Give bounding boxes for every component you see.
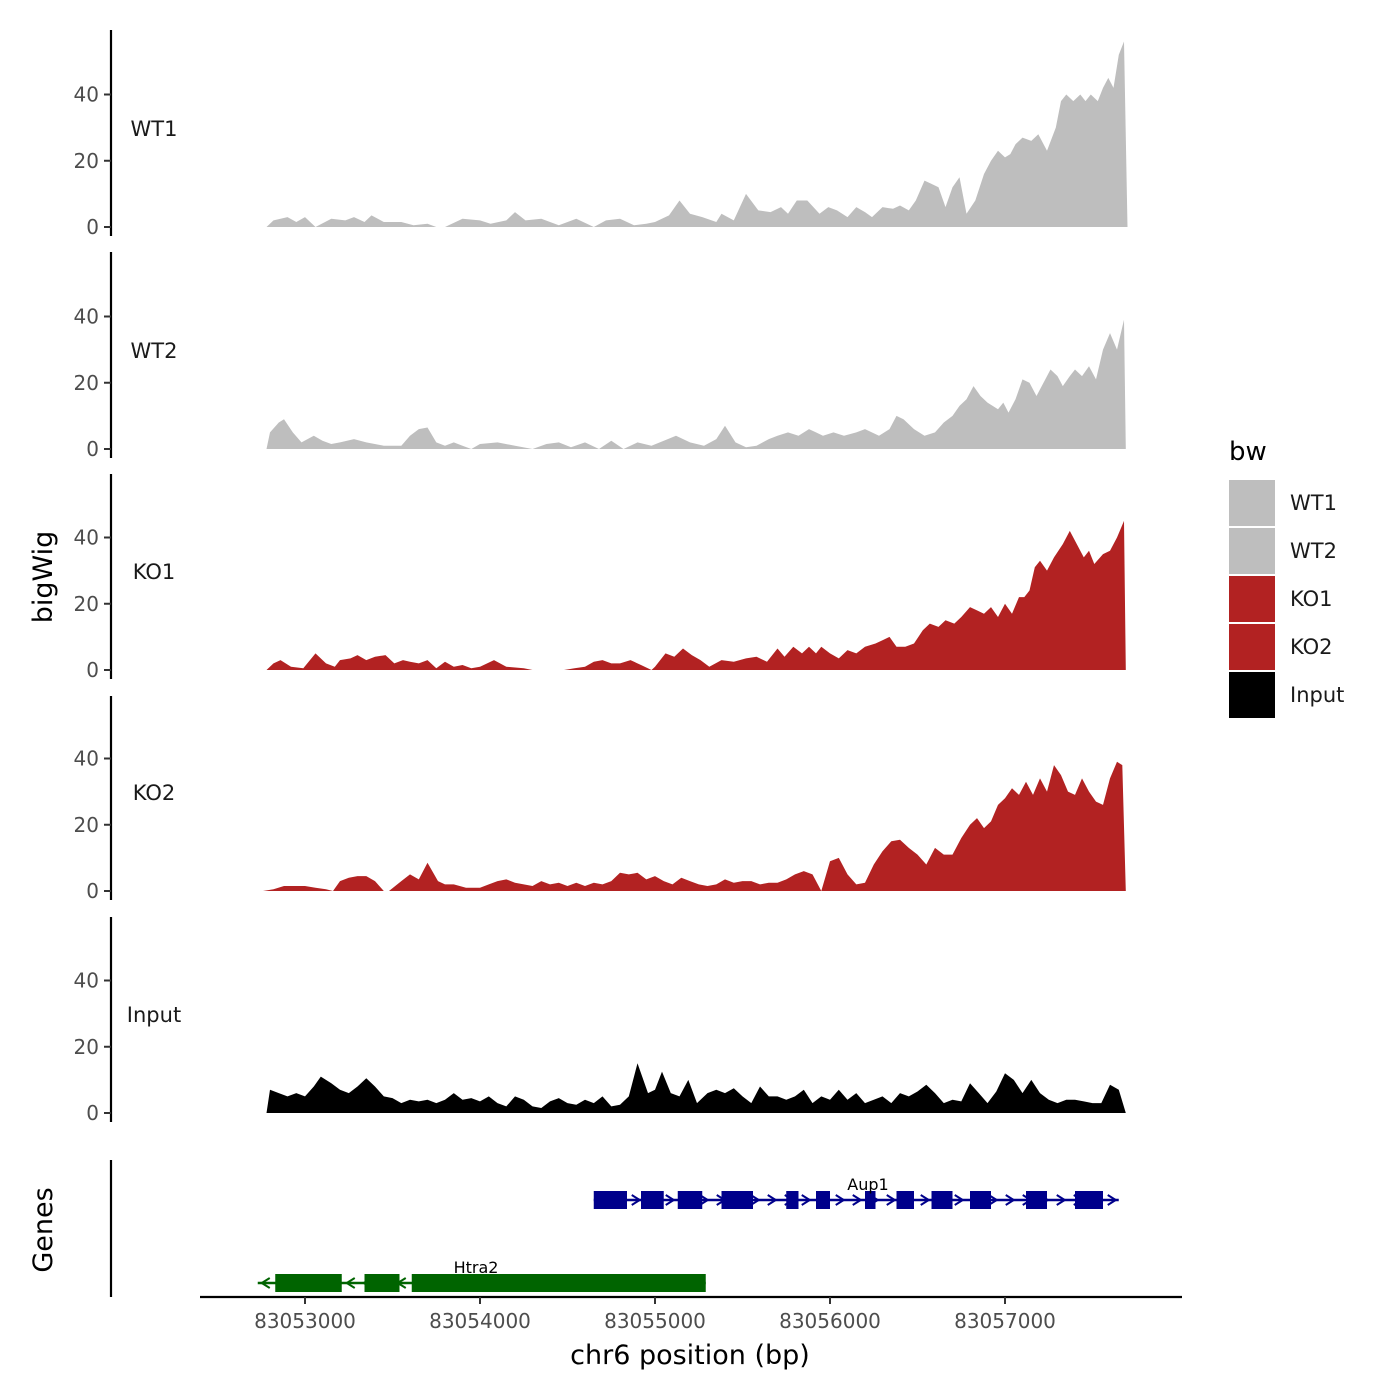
gene-aup1: Aup1 (593, 1175, 1119, 1209)
x-tick-label: 83055000 (604, 1309, 706, 1333)
legend-label: WT1 (1290, 491, 1337, 515)
gene-exon (1075, 1191, 1103, 1209)
y-tick-label: 40 (74, 969, 99, 993)
gene-exon (275, 1274, 342, 1292)
y-tick-label: 40 (74, 747, 99, 771)
x-axis: 83053000 83054000 83055000 83056000 83057000 (200, 1295, 1182, 1333)
y-tick-label: 0 (86, 215, 99, 239)
track-wt2: 0 20 40 WT2 (74, 252, 1126, 461)
gene-exon (641, 1191, 664, 1209)
strand-arrow (988, 1194, 999, 1206)
gene-exon (786, 1191, 799, 1209)
legend-swatch (1229, 624, 1275, 670)
gene-exon (1026, 1191, 1047, 1209)
legend-swatch (1229, 672, 1275, 718)
y-axis-title: bigWig (28, 531, 59, 624)
strand-arrow (920, 1194, 931, 1206)
gene-label: Htra2 (454, 1258, 499, 1277)
track-ko2: 0 20 40 KO2 (74, 696, 1126, 903)
legend-item-wt2: WT2 (1229, 528, 1337, 574)
strand-arrow (1005, 1194, 1016, 1206)
track-wt1: 0 20 40 WT1 (74, 30, 1128, 239)
gene-exon (970, 1191, 991, 1209)
signal-area-wt1 (266, 41, 1128, 227)
y-tick-label: 0 (86, 1101, 99, 1125)
strand-arrow (835, 1194, 846, 1206)
legend-title: bw (1229, 437, 1267, 467)
y-tick-label: 40 (74, 83, 99, 107)
gene-exon (896, 1191, 914, 1209)
strand-arrow (954, 1194, 965, 1206)
legend-item-ko2: KO2 (1229, 624, 1333, 670)
genes-panel: Aup1 Htra2 (109, 1160, 1119, 1297)
strand-arrow (665, 1194, 676, 1206)
y-tick-label: 20 (74, 592, 99, 616)
strand-arrow (750, 1194, 761, 1206)
gene-exon (816, 1191, 830, 1209)
track-label: WT1 (131, 117, 178, 141)
legend-swatch (1229, 528, 1275, 574)
x-tick-label: 83053000 (254, 1309, 356, 1333)
y-tick-label: 20 (74, 1035, 99, 1059)
legend-item-wt1: WT1 (1229, 480, 1337, 526)
legend-swatch (1229, 576, 1275, 622)
legend-label: Input (1290, 683, 1344, 707)
y-tick-label: 0 (86, 437, 99, 461)
genes-axis-title: Genes (28, 1187, 59, 1272)
strand-arrow (699, 1194, 710, 1206)
legend-label: KO1 (1290, 587, 1333, 611)
gene-label: Aup1 (847, 1175, 888, 1194)
gene-exon (677, 1191, 703, 1209)
strand-arrow (886, 1194, 897, 1206)
y-tick-label: 0 (86, 658, 99, 682)
track-input: 0 20 40 Input (74, 917, 1126, 1125)
strand-arrow (852, 1194, 863, 1206)
signal-area-ko2 (263, 761, 1126, 891)
gene-exon (364, 1274, 400, 1292)
legend-label: WT2 (1290, 539, 1337, 563)
track-label: WT2 (131, 339, 178, 363)
y-tick-label: 40 (74, 526, 99, 550)
track-label: KO1 (133, 560, 176, 584)
y-tick-label: 0 (86, 879, 99, 903)
signal-area-wt2 (266, 319, 1126, 449)
x-tick-label: 83054000 (429, 1309, 531, 1333)
x-axis-title: chr6 position (bp) (570, 1340, 810, 1371)
strand-arrow (259, 1277, 271, 1289)
strand-arrow (344, 1277, 356, 1289)
signal-area-ko1 (266, 520, 1126, 670)
y-tick-label: 20 (74, 149, 99, 173)
gene-exon (411, 1274, 706, 1292)
track-ko1: 0 20 40 KO1 (74, 474, 1126, 682)
track-label: Input (127, 1003, 181, 1027)
strand-arrow (767, 1194, 778, 1206)
strand-arrow (1107, 1194, 1118, 1206)
legend-item-ko1: KO1 (1229, 576, 1333, 622)
gene-exon (721, 1191, 753, 1209)
x-tick-label: 83056000 (779, 1309, 881, 1333)
legend-swatch (1229, 480, 1275, 526)
signal-panels: 0 20 40 WT1 0 20 40 WT2 0 20 40 KO1 0 20 40 KO2 0 20 40 Inp… (74, 30, 1128, 1125)
y-tick-label: 20 (74, 813, 99, 837)
y-tick-label: 20 (74, 371, 99, 395)
strand-arrow (801, 1194, 812, 1206)
y-tick-label: 40 (74, 305, 99, 329)
gene-exon (865, 1191, 876, 1209)
legend-item-input: Input (1229, 672, 1344, 718)
track-label: KO2 (133, 781, 176, 805)
legend-label: KO2 (1290, 635, 1333, 659)
gene-exon (593, 1191, 627, 1209)
legend: bw WT1 WT2 KO1 KO2 Input (1229, 437, 1344, 718)
strand-arrow (1056, 1194, 1067, 1206)
gene-htra2: Htra2 (257, 1258, 706, 1292)
signal-area-input (266, 1063, 1126, 1113)
x-tick-label: 83057000 (954, 1309, 1056, 1333)
strand-arrow (631, 1194, 642, 1206)
gene-exon (931, 1191, 953, 1209)
